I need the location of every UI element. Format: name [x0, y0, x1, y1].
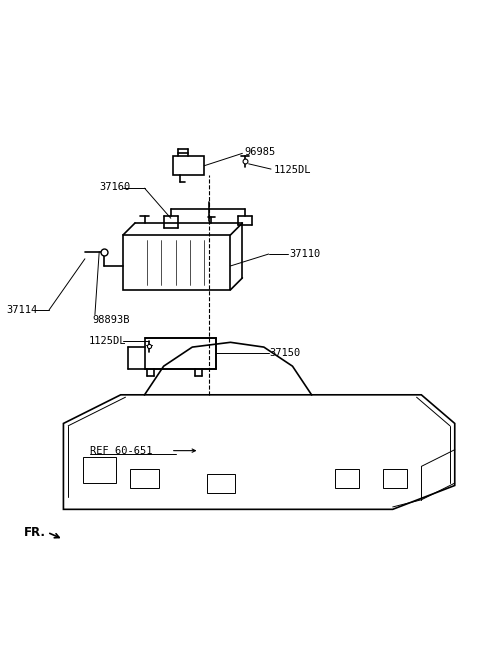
Bar	[144, 338, 216, 369]
Bar	[336, 469, 360, 488]
Bar	[173, 156, 204, 175]
Text: 37110: 37110	[289, 249, 321, 259]
Text: 37114: 37114	[6, 305, 37, 315]
Text: 96985: 96985	[245, 147, 276, 157]
Text: 37160: 37160	[99, 182, 131, 192]
Text: 37150: 37150	[270, 348, 301, 358]
Bar	[130, 469, 159, 488]
Text: 1125DL: 1125DL	[88, 337, 126, 346]
Bar	[123, 235, 230, 290]
Polygon shape	[63, 395, 455, 509]
Bar	[206, 474, 235, 493]
Text: 1125DL: 1125DL	[274, 165, 311, 175]
Text: FR.: FR.	[24, 525, 46, 539]
Text: REF 60-651: REF 60-651	[90, 445, 152, 456]
Text: 98893B: 98893B	[92, 316, 130, 325]
Bar	[383, 469, 407, 488]
Bar	[83, 457, 116, 483]
